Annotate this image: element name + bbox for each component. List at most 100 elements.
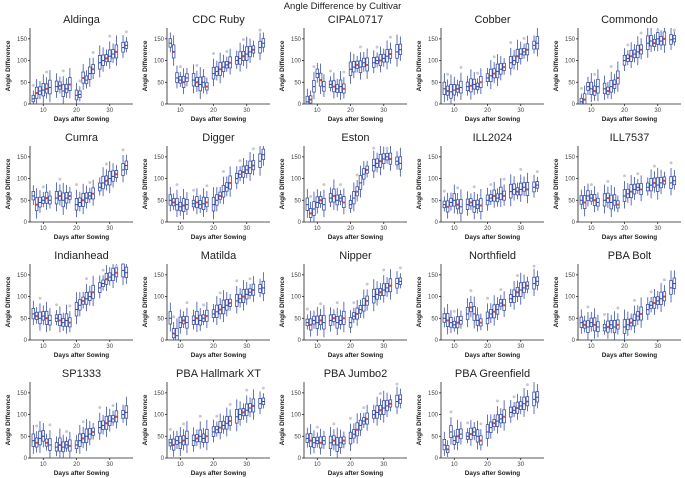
outlier-point	[495, 399, 499, 403]
outlier-point	[218, 291, 222, 295]
y-axis-label: Angle Difference	[416, 276, 423, 327]
outlier-point	[212, 52, 216, 56]
mean-point	[526, 188, 529, 191]
x-tick-label: 10	[451, 226, 458, 232]
mean-point	[68, 321, 71, 324]
x-axis-label: Days after Sowing	[465, 116, 520, 123]
panel-title: ILL7537	[610, 132, 650, 144]
mean-point	[606, 197, 610, 200]
outlier-point	[58, 177, 62, 181]
panel-title: Indianhead	[54, 250, 108, 262]
outlier-point	[502, 177, 506, 181]
mean-point	[389, 52, 392, 56]
mean-point	[205, 201, 208, 204]
mean-point	[342, 317, 345, 320]
y-tick-label: 150	[291, 37, 302, 43]
x-axis-label: Days after Sowing	[191, 352, 246, 359]
outlier-point	[124, 30, 128, 34]
y-tick-label: 0	[572, 338, 576, 344]
y-tick-label: 100	[17, 59, 28, 65]
mean-point	[342, 201, 345, 204]
outlier-point	[195, 64, 199, 68]
mean-point	[469, 306, 473, 309]
facet-panel: Cobber 0 50 100 150 10 20 30 Days after Sowing An…	[416, 14, 544, 123]
mean-point	[456, 87, 459, 90]
x-tick-label: 30	[243, 462, 250, 468]
facet-panel: Aldinga 0 50 100 150 10 20 30 Days after Sowing A…	[5, 14, 133, 123]
mean-point	[92, 430, 95, 434]
y-tick-label: 100	[428, 413, 439, 419]
facet-panel: Eston 0 50 100 150 10 20 30 Days after Sowing Ang…	[279, 132, 407, 241]
outlier-point	[205, 184, 209, 188]
y-tick-label: 50	[157, 80, 164, 86]
x-tick-label: 20	[347, 344, 354, 350]
mean-point	[309, 439, 312, 442]
y-tick-label: 0	[298, 220, 302, 226]
x-tick-label: 30	[380, 462, 387, 468]
mean-point	[356, 428, 359, 431]
mean-point	[105, 57, 108, 60]
mean-point	[195, 81, 199, 84]
outlier-point	[669, 161, 673, 165]
mean-point	[105, 179, 108, 182]
mean-point	[58, 84, 62, 87]
y-tick-label: 50	[294, 434, 301, 440]
mean-point	[493, 310, 496, 313]
y-tick-label: 150	[17, 155, 28, 161]
mean-point	[35, 92, 38, 95]
mean-point	[82, 437, 85, 440]
mean-point	[640, 312, 643, 316]
mean-point	[379, 291, 382, 294]
mean-point	[45, 197, 48, 200]
mean-point	[332, 194, 336, 198]
x-tick-label: 10	[588, 226, 595, 232]
facet-panel: Digger 0 50 100 150 10 20 30 Days after Sowing An…	[142, 132, 270, 241]
y-tick-label: 0	[298, 102, 302, 108]
x-axis-label: Days after Sowing	[602, 234, 657, 241]
outlier-point	[515, 273, 519, 277]
x-axis-label: Days after Sowing	[54, 352, 109, 359]
mean-point	[583, 201, 586, 204]
y-axis-label: Angle Difference	[553, 158, 560, 209]
mean-point	[469, 201, 473, 204]
x-axis-label: Days after Sowing	[328, 116, 383, 123]
facet-panel: Northfield 0 50 100 150 10 20 30 Days after Sowi…	[416, 250, 544, 359]
mean-point	[516, 190, 519, 193]
x-tick-label: 30	[106, 462, 113, 468]
mean-point	[252, 164, 255, 167]
outlier-point	[305, 307, 309, 311]
y-tick-label: 150	[428, 391, 439, 397]
outlier-point	[55, 303, 59, 307]
outlier-point	[662, 278, 666, 282]
mean-point	[182, 319, 185, 322]
mean-point	[242, 55, 245, 58]
outlier-point	[626, 43, 630, 47]
outlier-point	[362, 406, 366, 410]
panel-title: Northfield	[469, 250, 516, 262]
mean-point	[252, 404, 255, 407]
x-tick-label: 10	[314, 344, 321, 350]
y-tick-label: 150	[428, 37, 439, 43]
outlier-point	[606, 179, 610, 183]
panel-title: PBA Hallmark XT	[176, 368, 261, 380]
y-tick-label: 50	[20, 434, 27, 440]
outlier-point	[492, 55, 496, 59]
y-tick-label: 50	[431, 198, 438, 204]
outlier-point	[258, 28, 262, 32]
mean-point	[105, 278, 108, 281]
mean-point	[115, 415, 118, 418]
mean-point	[493, 422, 496, 425]
y-tick-label: 100	[17, 295, 28, 301]
y-axis-label: Angle Difference	[553, 276, 560, 327]
outlier-point	[378, 391, 382, 395]
outlier-point	[261, 386, 265, 390]
outlier-point	[38, 296, 42, 300]
box	[582, 93, 587, 105]
mean-point	[663, 37, 666, 40]
mean-point	[389, 402, 392, 405]
mean-point	[115, 173, 118, 176]
mean-point	[319, 79, 322, 82]
outlier-point	[111, 403, 115, 407]
y-axis-label: Angle Difference	[142, 394, 149, 445]
y-tick-label: 0	[24, 338, 28, 344]
